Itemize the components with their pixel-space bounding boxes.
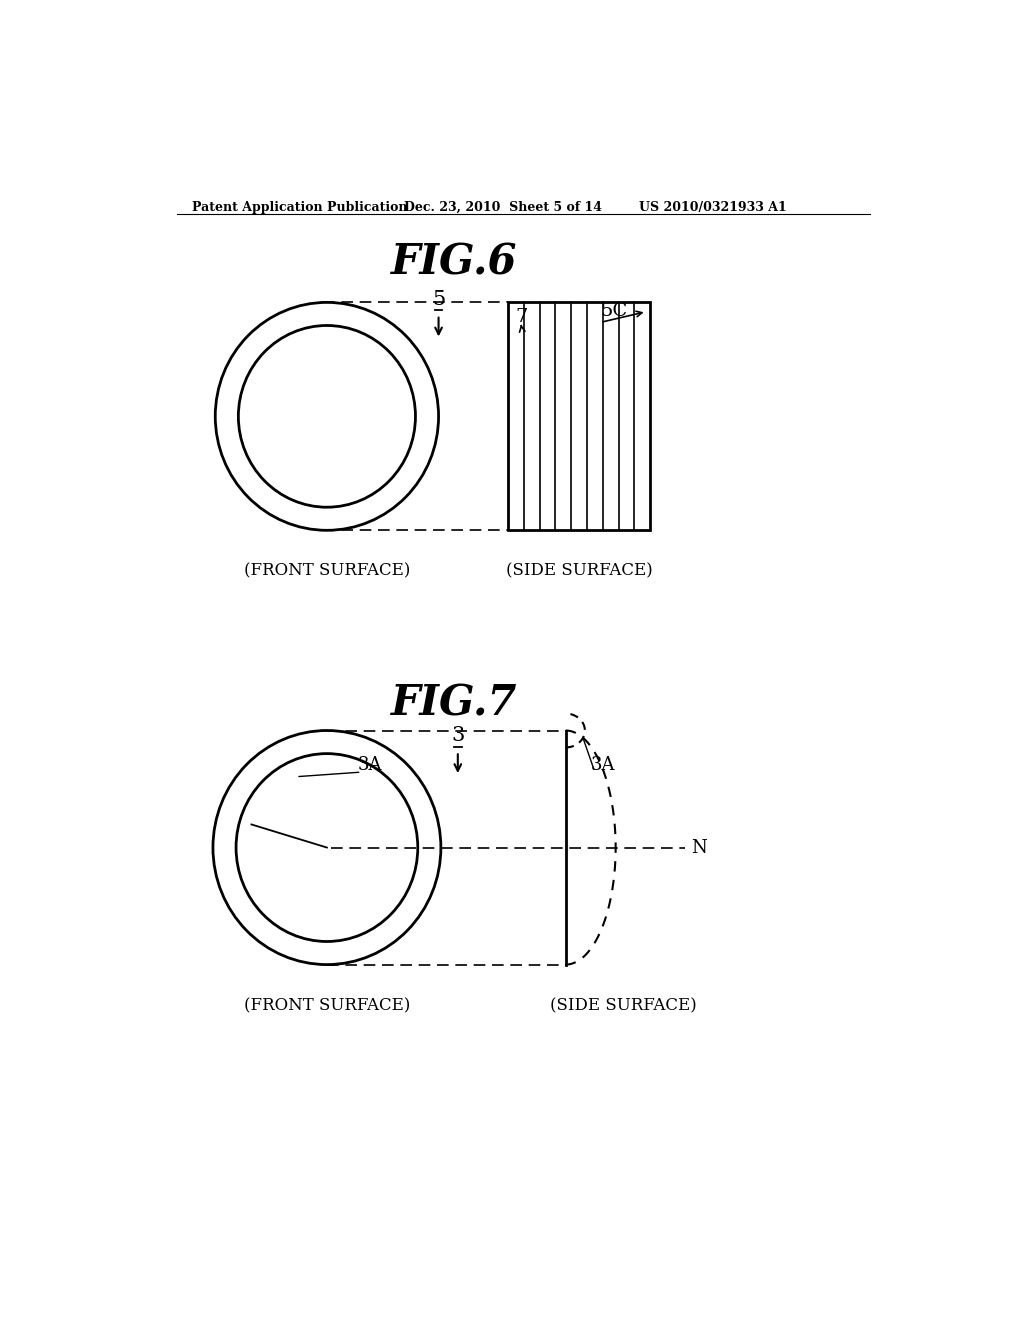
Text: 5C: 5C [600,302,628,321]
Text: Dec. 23, 2010  Sheet 5 of 14: Dec. 23, 2010 Sheet 5 of 14 [403,201,602,214]
Text: Patent Application Publication: Patent Application Publication [193,201,408,214]
Text: (FRONT SURFACE): (FRONT SURFACE) [244,562,410,579]
Text: (FRONT SURFACE): (FRONT SURFACE) [244,997,410,1014]
Text: N: N [691,838,707,857]
Text: FIG.6: FIG.6 [391,242,517,284]
Text: (SIDE SURFACE): (SIDE SURFACE) [550,997,696,1014]
Bar [508,302,650,531]
Text: 5: 5 [432,289,445,309]
Text: 3A: 3A [357,756,382,775]
Text: US 2010/0321933 A1: US 2010/0321933 A1 [639,201,786,214]
Text: 3: 3 [452,726,465,744]
Text: 3A: 3A [591,756,615,775]
Text: FIG.7: FIG.7 [391,682,517,723]
Text: (SIDE SURFACE): (SIDE SURFACE) [506,562,652,579]
Text: 7: 7 [515,309,528,326]
